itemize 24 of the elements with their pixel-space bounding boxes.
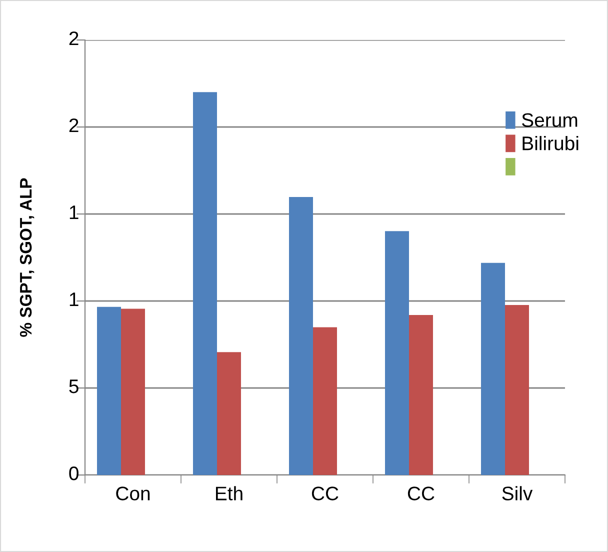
text: 2 [69, 118, 78, 132]
x-tick-label: CC [312, 486, 338, 500]
bar [505, 304, 529, 475]
x-tick-label: Eth [216, 486, 242, 500]
bar [121, 308, 145, 475]
y-axis-title: % SGPT, SGOT, ALP [20, 178, 34, 337]
x-tick-label: CC [408, 486, 434, 500]
legend-label: Serum [522, 113, 578, 127]
text: 0 [69, 466, 78, 480]
text: 1 [70, 206, 78, 220]
bar [409, 314, 433, 475]
legend-label: Bilirubi [522, 136, 578, 150]
bar [193, 92, 217, 475]
bar [97, 306, 121, 475]
bar [481, 262, 505, 475]
x-tick-label: Con [116, 486, 150, 500]
bar [289, 197, 313, 475]
bar [313, 327, 337, 475]
bar [385, 231, 409, 475]
text: 5 [69, 380, 78, 394]
bar [217, 352, 241, 475]
text: 2 [69, 31, 78, 46]
x-tick-label: Silv [502, 486, 533, 500]
text: 1 [70, 292, 78, 306]
